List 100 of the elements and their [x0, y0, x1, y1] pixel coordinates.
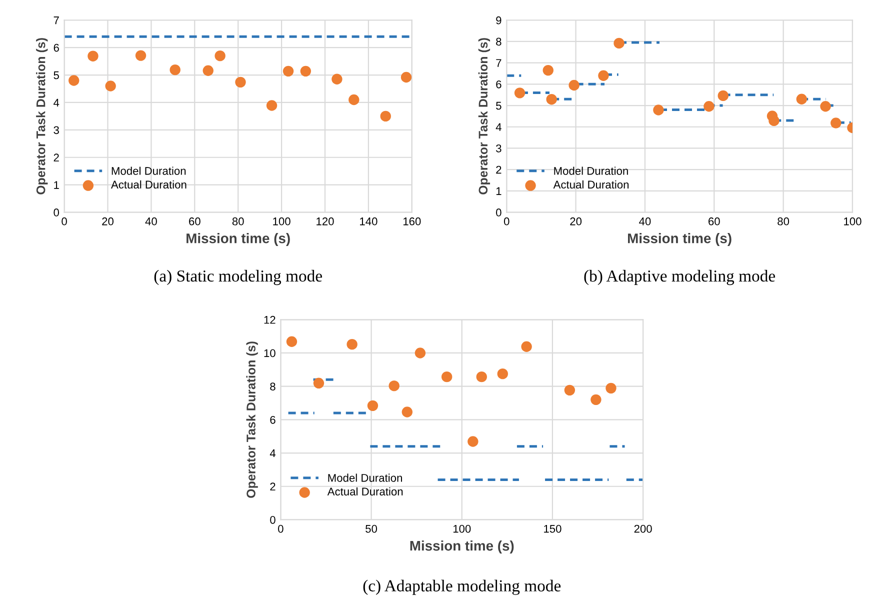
point [348, 94, 360, 106]
point [830, 118, 842, 128]
text: (c) Adaptable modeling mode [363, 580, 561, 595]
x-tick-label: 60 [189, 217, 200, 226]
point [135, 50, 146, 61]
y-tick-label: 8 [496, 38, 502, 46]
point [542, 64, 554, 76]
text: (a) Static modeling mode [154, 270, 322, 286]
y-tick-label: 7 [496, 59, 502, 67]
x-tick-label: 40 [639, 217, 651, 226]
y-tick-label: 6 [54, 44, 59, 52]
x-tick-label: 150 [544, 524, 562, 533]
point [388, 380, 400, 392]
point [68, 75, 80, 86]
point [614, 38, 624, 49]
x-tick-label: 20 [102, 217, 114, 226]
legend-label: Model Duration [554, 166, 628, 175]
point [346, 338, 358, 350]
point [704, 101, 714, 112]
x-tick-label: 0 [62, 217, 67, 226]
point [105, 80, 116, 92]
legend-label: Actual Duration [327, 487, 403, 496]
y-tick-label: 5 [496, 102, 502, 110]
x-axis-title: Mission time (s) [186, 233, 290, 246]
point [568, 80, 580, 91]
point [476, 371, 487, 382]
x-tick-label: 80 [778, 217, 790, 226]
y-tick-label: 1 [54, 181, 59, 189]
point [414, 348, 426, 358]
x-tick-label: 100 [453, 524, 471, 533]
y-tick-label: 2 [54, 154, 59, 162]
x-tick-label: 160 [403, 217, 421, 226]
point [521, 341, 532, 352]
point [718, 90, 728, 102]
y-tick-label: 6 [270, 416, 276, 424]
point [266, 100, 278, 111]
y-tick-label: 0 [496, 208, 502, 216]
y-tick-label: 2 [270, 482, 276, 490]
x-tick-label: 50 [366, 524, 378, 533]
point [380, 110, 391, 122]
y-tick-label: 4 [270, 449, 276, 458]
point [590, 394, 602, 406]
point [202, 65, 214, 76]
y-tick-label: 4 [54, 98, 60, 107]
y-axis-title: Operator Task Duration (s) [246, 342, 258, 498]
point [313, 378, 324, 389]
y-axis-title: Operator Task Duration (s) [478, 38, 490, 194]
point [286, 336, 298, 347]
legend-label: Model Duration [328, 474, 402, 482]
point [300, 66, 312, 77]
point [332, 74, 342, 84]
point [598, 70, 609, 81]
y-tick-label: 5 [54, 71, 59, 80]
point [768, 115, 780, 126]
point [367, 400, 378, 412]
y-tick-label: 0 [270, 516, 276, 524]
y-tick-label: 2 [496, 166, 502, 174]
point [820, 101, 831, 112]
x-tick-label: 120 [316, 217, 334, 226]
x-axis-title: Mission time (s) [410, 540, 514, 554]
y-tick-label: 12 [264, 316, 276, 324]
y-tick-label: 3 [54, 126, 59, 134]
point [514, 88, 526, 98]
point [606, 382, 616, 394]
x-tick-label: 40 [145, 217, 157, 226]
y-axis-title: Operator Task Duration (s) [36, 38, 48, 194]
legend-label: Actual Duration [553, 180, 629, 189]
x-tick-label: 100 [273, 217, 290, 226]
point [214, 50, 226, 62]
text: (b) Adaptive modeling mode [584, 270, 776, 286]
legend-label: Actual Duration [110, 180, 186, 189]
point [170, 64, 180, 76]
y-tick-label: 0 [54, 208, 60, 216]
x-axis-title: Mission time (s) [628, 233, 732, 246]
point [546, 94, 557, 105]
point [402, 406, 413, 418]
point [796, 94, 807, 104]
point [235, 76, 246, 88]
x-tick-label: 100 [844, 217, 862, 226]
point [497, 368, 508, 380]
x-tick-label: 0 [278, 524, 284, 533]
point [441, 371, 452, 382]
legend-label: Model Duration [112, 166, 186, 175]
point [468, 436, 478, 447]
y-tick-label: 8 [270, 382, 276, 390]
y-tick-label: 6 [496, 80, 502, 88]
y-tick-label: 4 [496, 123, 502, 131]
point [653, 104, 664, 116]
y-tick-label: 9 [496, 16, 502, 24]
x-tick-label: 0 [504, 217, 510, 226]
y-tick-label: 10 [264, 349, 276, 358]
y-tick-label: 7 [54, 16, 59, 24]
y-tick-label: 1 [496, 187, 502, 195]
x-tick-label: 60 [708, 217, 720, 226]
x-tick-label: 140 [360, 217, 378, 226]
point [88, 50, 98, 62]
point [564, 384, 576, 396]
x-tick-label: 20 [570, 217, 582, 226]
point [282, 66, 294, 77]
x-tick-label: 80 [232, 217, 244, 226]
